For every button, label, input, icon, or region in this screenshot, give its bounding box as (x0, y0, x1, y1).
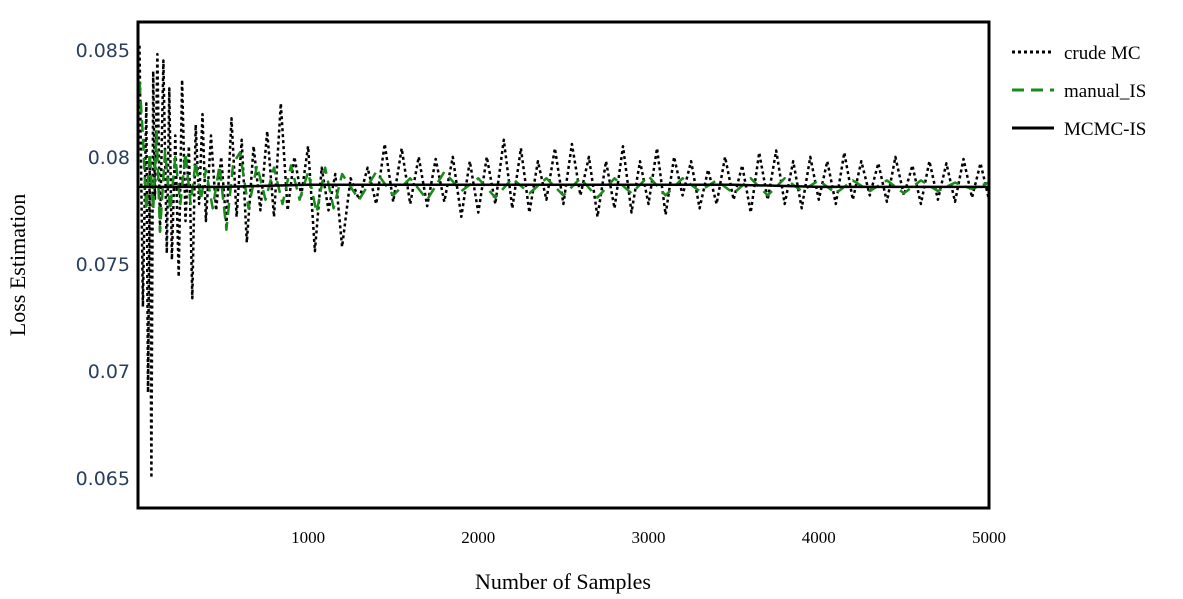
plot-frame (136, 20, 991, 510)
y-tick-label: 0.08 (88, 147, 130, 169)
series-line-manual-is (138, 81, 990, 234)
x-tick-label: 5000 (972, 528, 1006, 547)
plot-area (136, 20, 991, 510)
legend-label-crude-mc: crude MC (1064, 43, 1141, 64)
legend-label-manual-is: manual_IS (1064, 81, 1146, 102)
x-axis-ticks: 1000 2000 3000 4000 5000 (291, 528, 1006, 547)
x-tick-label: 3000 (632, 528, 666, 547)
series-line-crude-mc (138, 45, 991, 480)
series-line-mcmc-is (138, 183, 989, 189)
x-tick-label: 1000 (291, 528, 325, 547)
plot-background (138, 22, 989, 508)
y-tick-label: 0.085 (76, 40, 130, 62)
x-tick-label: 4000 (802, 528, 836, 547)
legend-label-mcmc-is: MCMC-IS (1064, 119, 1146, 140)
series-layer (138, 45, 991, 480)
x-axis-title: Number of Samples (475, 569, 651, 594)
y-axis-title: Loss Estimation (5, 194, 30, 336)
y-tick-label: 0.065 (76, 468, 130, 490)
x-tick-label: 2000 (461, 528, 495, 547)
y-tick-label: 0.07 (88, 361, 130, 383)
y-axis-ticks: 0.065 0.07 0.075 0.08 0.085 (76, 40, 130, 490)
legend: crude MC manual_IS MCMC-IS (1012, 43, 1146, 140)
y-tick-label: 0.075 (76, 254, 130, 276)
